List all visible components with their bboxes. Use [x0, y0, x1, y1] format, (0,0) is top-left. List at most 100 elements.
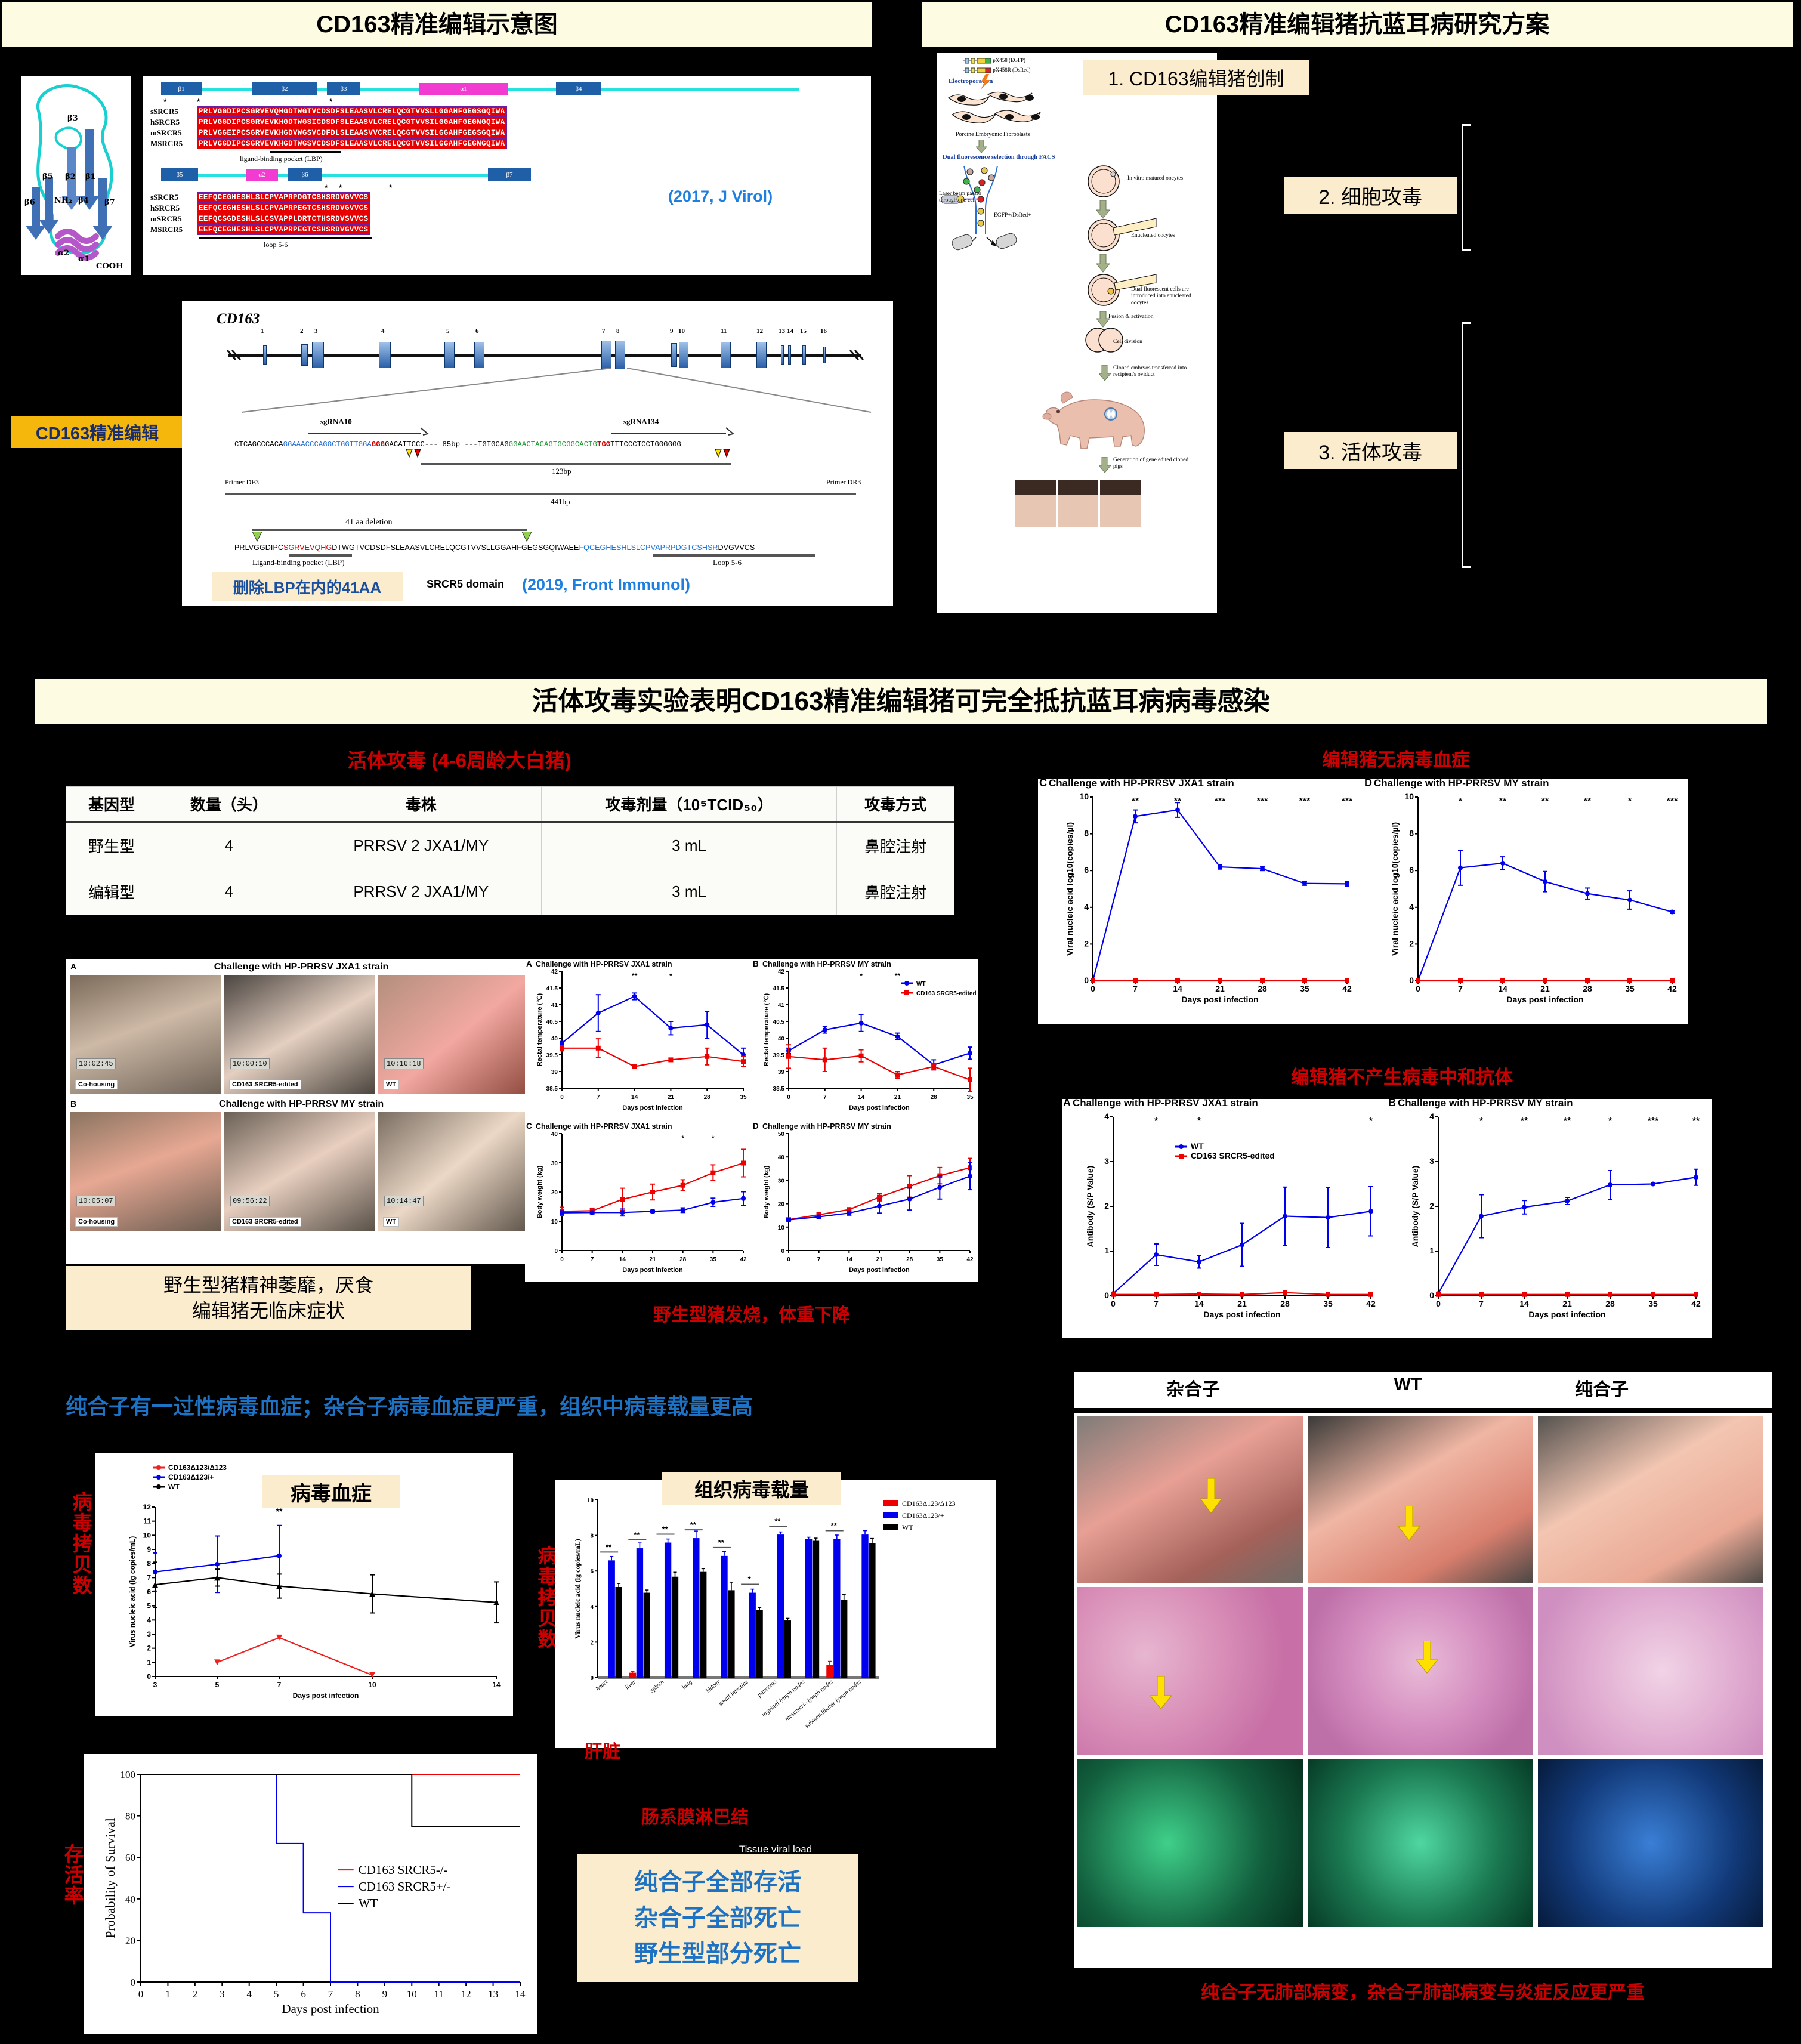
- td-count: 4: [157, 822, 301, 869]
- svg-text:C: C: [526, 1122, 532, 1131]
- svg-text:**: **: [1584, 796, 1592, 807]
- table-row: 编辑型 4 PRRSV 2 JXA1/MY 3 mL 鼻腔注射: [65, 868, 954, 916]
- svg-text:8: 8: [1409, 829, 1414, 838]
- svg-text:7: 7: [591, 1256, 594, 1263]
- left-section-title: CD163精准编辑示意图: [2, 2, 872, 47]
- gene-axis-icon: [226, 350, 864, 360]
- lung-label-hom: 纯合子: [1527, 1375, 1676, 1401]
- survival-vertical-label: 存活率: [61, 1844, 84, 1906]
- dna-sgrna134-seq: GGAACTACAGTGCGGCACTG: [508, 440, 597, 449]
- aln-seq-hSRCR5: PRLVGGDIPCSGRVEVKHGDTWGSICDSDFSLEAASVLCR…: [197, 117, 507, 128]
- svg-text:7: 7: [823, 1094, 827, 1101]
- svg-text:**: **: [1564, 1116, 1571, 1126]
- plasmid-px458r: pX458R (DsRed): [963, 67, 1031, 73]
- th-count: 数量（头）: [157, 786, 301, 823]
- svg-text:Days post infection: Days post infection: [1528, 1310, 1605, 1319]
- main-section-title: 活体攻毒实验表明CD163精准编辑猪可完全抵抗蓝耳病病毒感染: [35, 679, 1767, 724]
- svg-text:11: 11: [143, 1517, 151, 1526]
- cd163-gene-model-panel: CD163 1 2 3 4 5 6 7 8 9 10 11 12 13 14 1…: [182, 301, 893, 606]
- svg-text:42: 42: [1667, 984, 1677, 993]
- aln2-seq-mSRCR5: EEFQCSGDESHLSLCSVAPPLDRTCTHSRDVSVVCS: [197, 214, 370, 224]
- svg-text:10: 10: [587, 1497, 594, 1504]
- exon-number-row: 1 2 3 4 5 6 7 8 9 10 11 12 13 14 15 16: [261, 328, 827, 335]
- svg-text:0: 0: [1436, 1299, 1441, 1308]
- svg-text:0: 0: [1091, 984, 1095, 993]
- svg-text:20: 20: [551, 1190, 558, 1196]
- svg-text:Viral nucleic acid log10(copie: Viral nucleic acid log10(copies/µl): [1390, 822, 1400, 956]
- svg-text:β7: β7: [104, 198, 115, 207]
- svg-text:**: **: [774, 1517, 781, 1526]
- th-genotype: 基因型: [65, 786, 158, 823]
- svg-text:42: 42: [1366, 1299, 1376, 1308]
- svg-text:5: 5: [274, 1989, 279, 2000]
- protein-seq-b: DTWGTVCDSDFSLEAASVLCRELQCGTVVSLLGGAHFGEG…: [332, 544, 579, 552]
- sgrna-arrows-icon: [308, 427, 735, 436]
- svg-text:CD163 SRCR5-edited: CD163 SRCR5-edited: [916, 990, 977, 997]
- aln2-seq-sSRCR5: EEFQCEGHESHLSLCPVAPRPDGTCSHSRDVGVVCS: [197, 192, 370, 203]
- lung-gross-wt: [1308, 1416, 1533, 1583]
- tissue-xlabel: Tissue viral load: [739, 1844, 813, 1855]
- step-3-bracket: [1462, 322, 1471, 568]
- timer-a2: 10:00:10: [230, 1058, 270, 1069]
- svg-text:*: *: [860, 972, 863, 980]
- aln-seq-MSRCR5: PRLVGGDIPCSGRVEVKHGDTWGSVCDSDFSLEAASVLCR…: [197, 138, 507, 149]
- timer-b3: 10:14:47: [384, 1196, 424, 1206]
- svg-text:Rectal temperature (℃): Rectal temperature (℃): [536, 993, 543, 1066]
- svg-text:7: 7: [597, 1094, 600, 1101]
- lbp-seq-underline: [289, 554, 352, 557]
- ihc-wt: [1308, 1759, 1533, 1927]
- ss-beta3-label: β3: [340, 85, 347, 92]
- pig-photo-caption: 野生型猪精神萎靡，厌食 编辑猪无临床症状: [66, 1266, 471, 1330]
- svg-text:21: 21: [1237, 1299, 1247, 1308]
- svg-text:10: 10: [778, 1225, 785, 1231]
- svg-text:35: 35: [937, 1256, 944, 1263]
- svg-text:3: 3: [1104, 1156, 1109, 1166]
- svg-text:***: ***: [1215, 796, 1226, 807]
- aln2-name-hSRCR5: hSRCR5: [150, 203, 180, 212]
- svg-text:1: 1: [147, 1658, 151, 1666]
- aln2-name-mSRCR5: mSRCR5: [150, 214, 182, 223]
- svg-text:β1: β1: [85, 172, 96, 181]
- svg-text:liver: liver: [624, 1678, 638, 1691]
- loop56-caption: loop 5-6: [264, 240, 288, 249]
- challenge-table-wrapper: 基因型 数量（头） 毒株 攻毒剂量（10⁵TCID₅₀） 攻毒方式 野生型 4 …: [65, 786, 954, 916]
- lung-label-bar: 杂合子 WT 纯合子: [1074, 1372, 1772, 1408]
- svg-text:CD163Δ123/Δ123: CD163Δ123/Δ123: [902, 1499, 955, 1508]
- cd163-precision-edit-tag: CD163精准编辑: [11, 416, 184, 448]
- laser-beam-label: Laser beam passes through one cell: [939, 191, 981, 203]
- svg-text:**: **: [831, 1521, 838, 1530]
- lung-caption: 纯合子无肺部病变，杂合子肺部病变与炎症反应更严重: [1201, 1982, 1645, 2003]
- facs-sorter-icon: [941, 165, 1017, 251]
- svg-text:8: 8: [147, 1560, 151, 1568]
- viral_nucleic_my-chart: D Challenge with HP-PRRSV MY strain 0 2 4 6 8 1…: [1364, 777, 1678, 1004]
- svg-text:14: 14: [515, 1989, 526, 2000]
- svg-text:5: 5: [147, 1602, 151, 1610]
- svg-text:40: 40: [551, 1131, 558, 1138]
- svg-text:pancreas: pancreas: [756, 1679, 778, 1699]
- yellow-arrow-icon-2: [1200, 1478, 1222, 1514]
- svg-text:14: 14: [619, 1256, 626, 1263]
- span-123bp-label: 123bp: [552, 467, 571, 476]
- antibody-charts-panel: A Challenge with HP-PRRSV JXA1 strain 0 1 2 3…: [1062, 1097, 1712, 1338]
- tissue_viral_load-chart: 0 2 4 6 8 10 Virus nucleic acid (lg copies/mL)…: [573, 1497, 955, 1730]
- svg-text:7: 7: [277, 1681, 282, 1689]
- svg-text:CD163 SRCR5-/-: CD163 SRCR5-/-: [359, 1863, 448, 1877]
- svg-text:***: ***: [1257, 796, 1268, 807]
- deletion-label: 41 aa deletion: [345, 518, 393, 527]
- svg-text:spleen: spleen: [649, 1679, 666, 1694]
- svg-text:7: 7: [328, 1989, 333, 2000]
- photo-label-cohousing-a: Co-housing: [75, 1080, 118, 1089]
- svg-text:mesenteric lymph nodes: mesenteric lymph nodes: [784, 1679, 834, 1722]
- svg-text:0: 0: [147, 1672, 151, 1681]
- svg-text:4: 4: [1084, 902, 1089, 912]
- svg-text:1: 1: [1429, 1246, 1434, 1255]
- svg-text:8: 8: [355, 1989, 360, 2000]
- svg-text:21: 21: [649, 1256, 656, 1263]
- svg-text:8: 8: [1084, 829, 1089, 838]
- dna-mid: GACATTCCC--- 85bp ---TGTGCAG: [385, 440, 509, 449]
- svg-text:Virus nucleic acid (lg copies/: Virus nucleic acid (lg copies/mL): [128, 1536, 137, 1648]
- td-genotype: 编辑型: [65, 868, 158, 916]
- svg-text:30: 30: [778, 1178, 785, 1184]
- svg-text:*: *: [1154, 1116, 1159, 1126]
